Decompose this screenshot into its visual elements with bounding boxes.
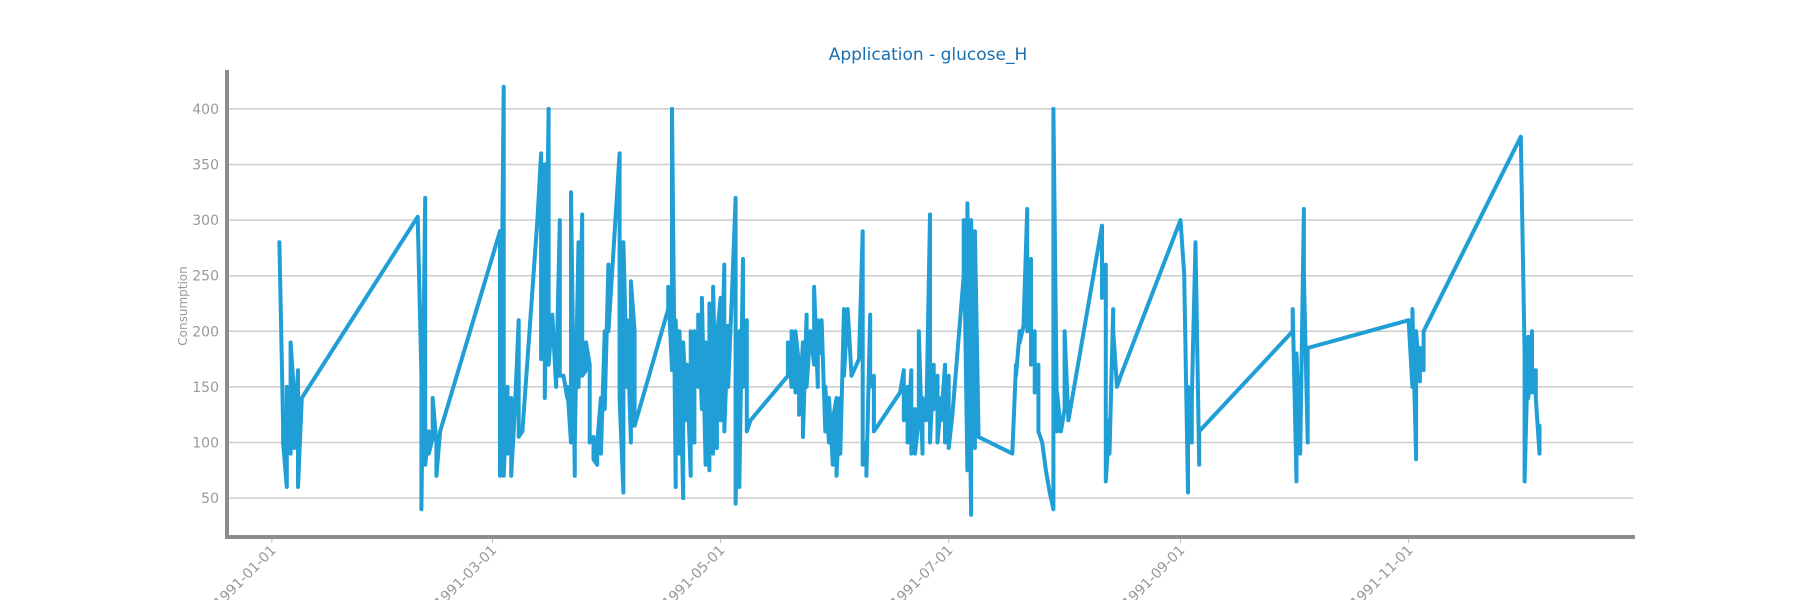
- x-tick-label: 1991-09-01: [1120, 543, 1189, 600]
- y-tick-label: 250: [192, 269, 219, 285]
- y-tick-label: 150: [192, 380, 219, 396]
- series: [277, 84, 1542, 517]
- y-tick-label: 350: [192, 158, 219, 174]
- y-tick-label: 400: [192, 102, 219, 118]
- x-tick-labels: 1991-01-01 1991-03-01 1991-05-01 1991-07-01…: [211, 539, 1417, 600]
- y-tick-labels: 50 100 150 200 250 300 350 400: [192, 102, 219, 507]
- chart-title: Application - glucose_H: [829, 45, 1028, 65]
- x-tick-label: 1991-07-01: [888, 543, 957, 600]
- x-tick-label: 1991-05-01: [660, 543, 729, 600]
- series-line-0: [277, 84, 1542, 517]
- y-tick-label: 50: [201, 491, 219, 507]
- x-tick-label: 1991-03-01: [431, 543, 500, 600]
- y-tick-label: 100: [192, 435, 219, 451]
- y-tick-label: 300: [192, 213, 219, 229]
- x-tick-label: 1991-01-01: [211, 543, 280, 600]
- axes: [225, 70, 1635, 539]
- y-tick-label: 200: [192, 324, 219, 340]
- y-axis-label: Consumption: [176, 266, 190, 345]
- x-tick-label: 1991-11-01: [1348, 543, 1417, 600]
